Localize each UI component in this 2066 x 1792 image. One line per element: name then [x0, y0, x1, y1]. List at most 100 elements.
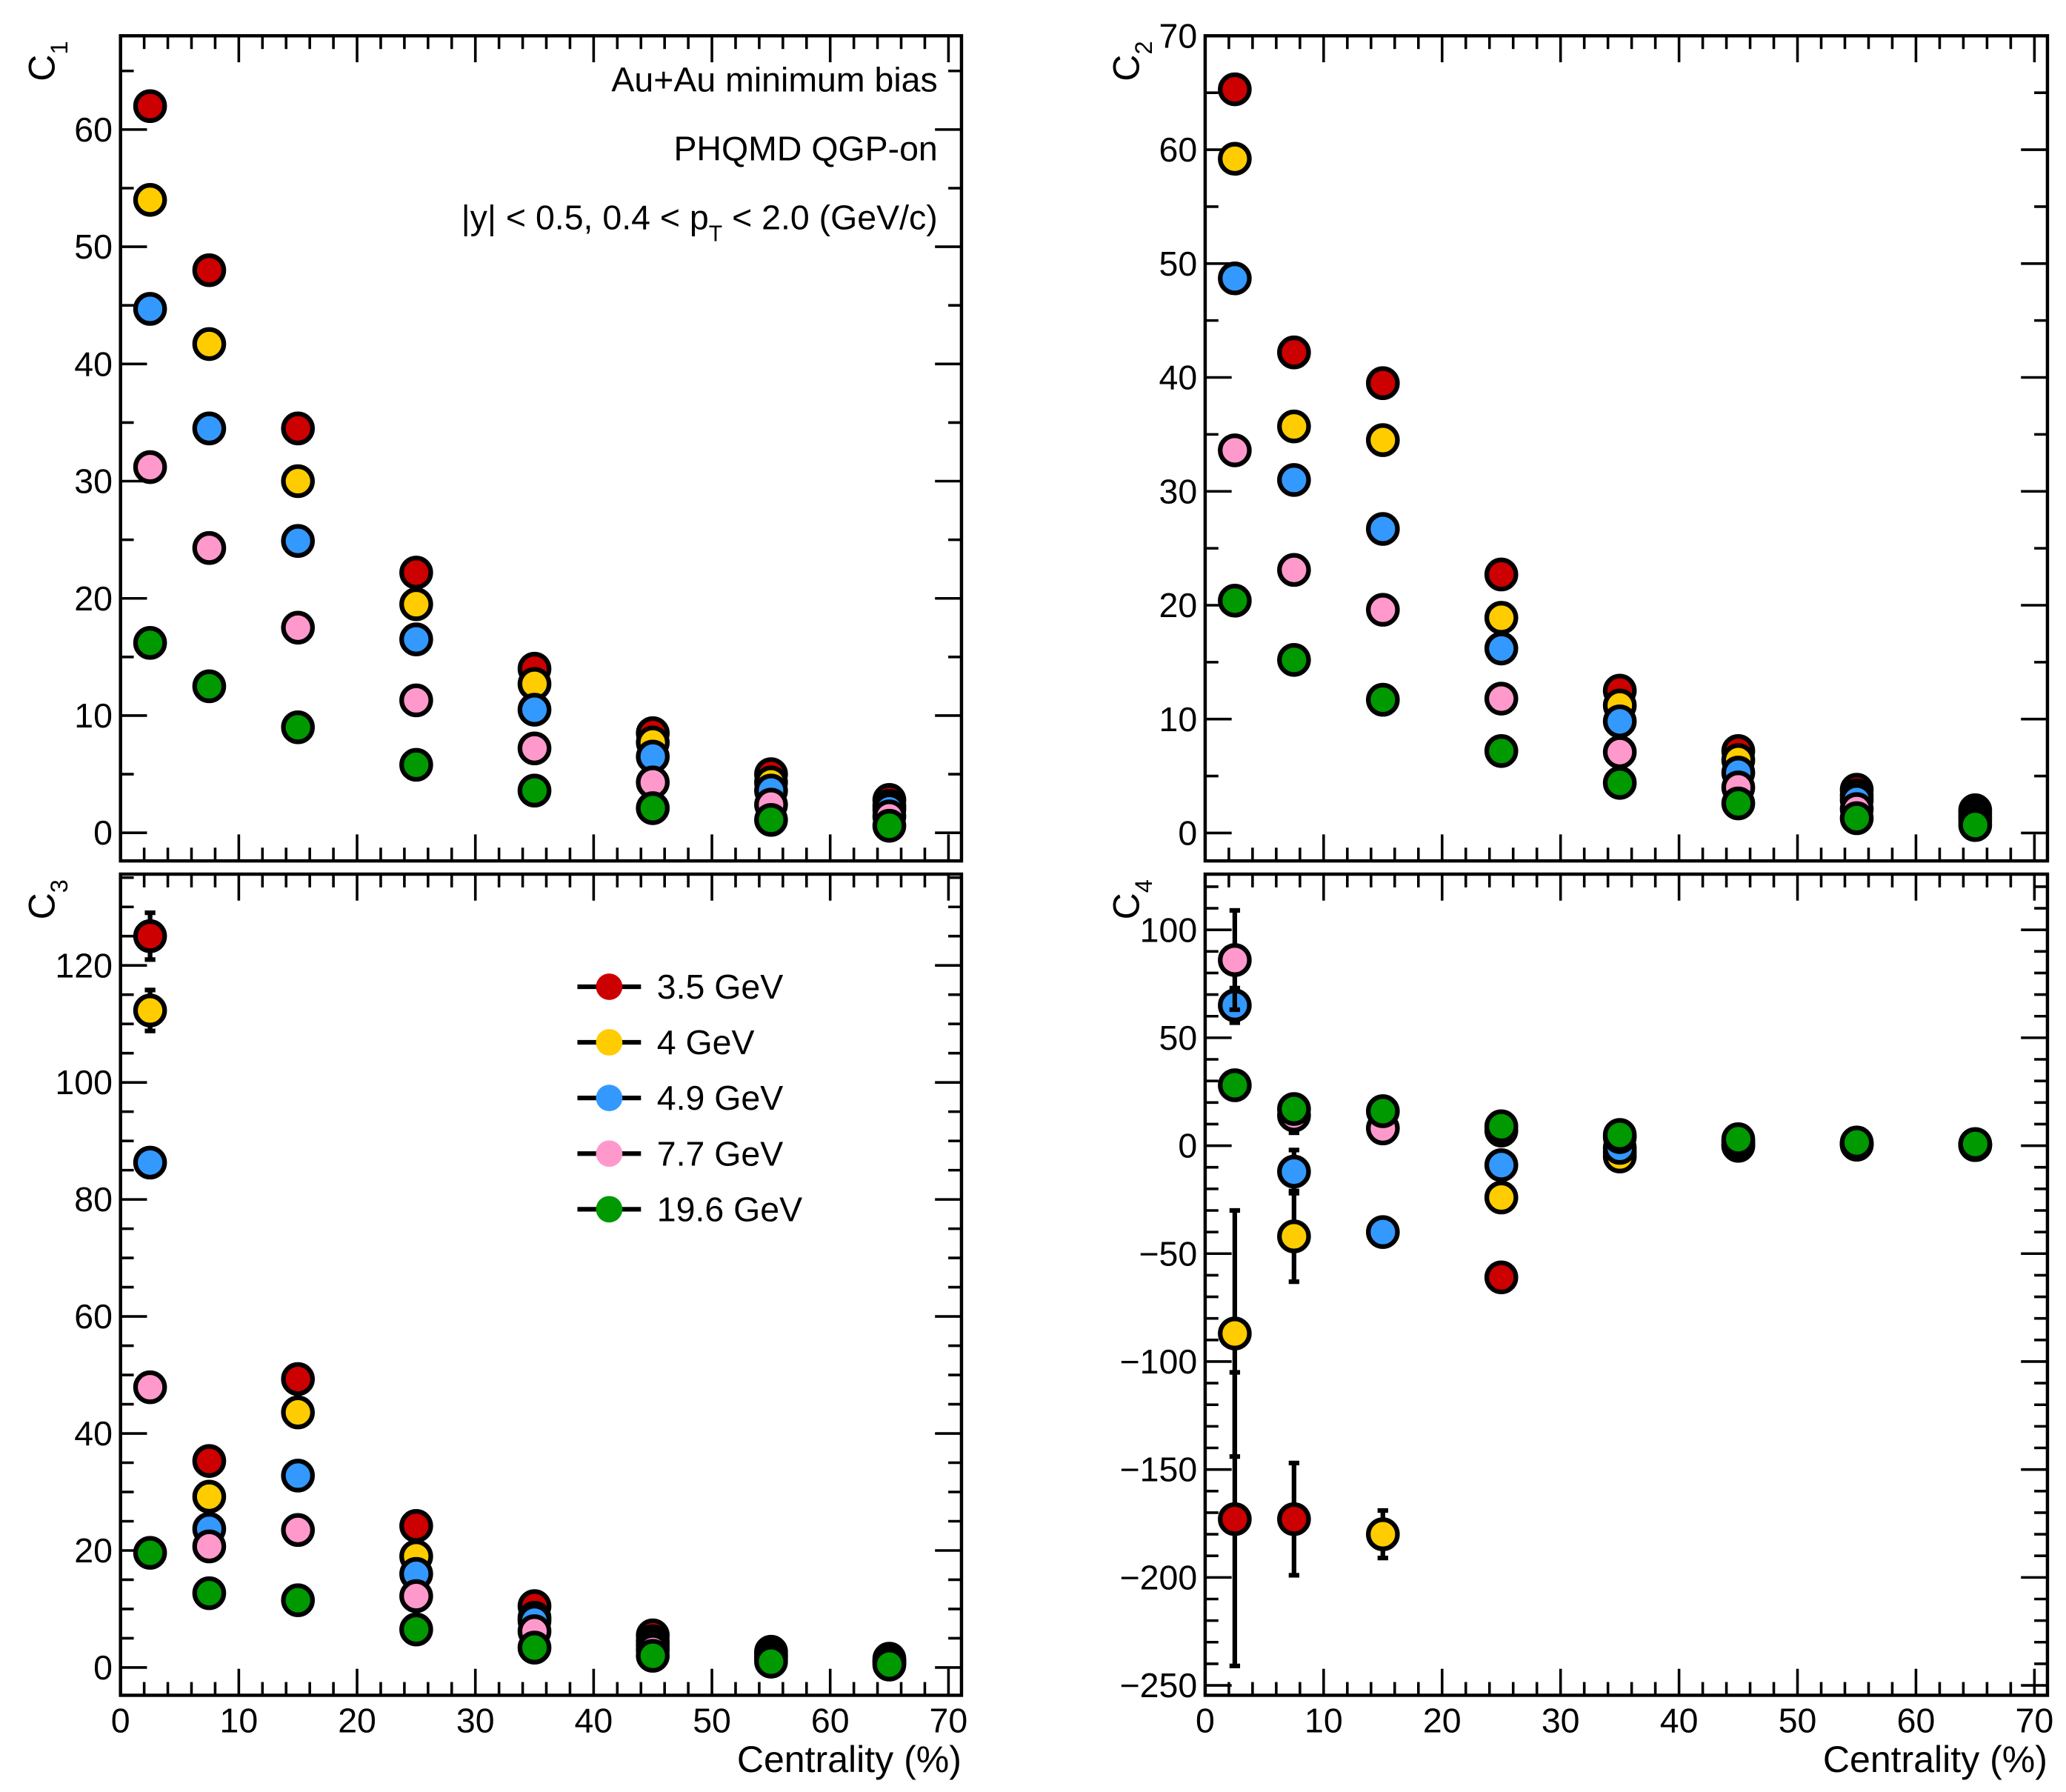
data-point: [1366, 682, 1400, 717]
data-point: [1277, 335, 1311, 370]
data-point: [1277, 553, 1311, 587]
legend-marker: [596, 973, 623, 1000]
data-point: [1218, 141, 1252, 176]
data-point: [1277, 463, 1311, 497]
panel-c3: 0 20 40 60 80 100 120 0 10 20 30 40 50 60 70Centrality…: [21, 872, 968, 1780]
data-point: [399, 1612, 433, 1647]
data-point: [1277, 1154, 1311, 1189]
y-tick-label: 40: [74, 1414, 113, 1453]
data-point: [1484, 557, 1519, 592]
data-point: [636, 1639, 670, 1673]
x-tick-label: 30: [456, 1702, 495, 1740]
legend-marker: [596, 1140, 623, 1168]
data-point: [281, 1513, 315, 1548]
legend-marker: [596, 1029, 623, 1056]
y-tick-label: 0: [1178, 814, 1197, 853]
y-tick-label: −200: [1120, 1558, 1198, 1596]
data-point: [1277, 409, 1311, 444]
x-tick-label: 40: [1660, 1702, 1699, 1740]
data-point: [1218, 72, 1252, 107]
series-7.7-gev: [133, 450, 907, 833]
data-point: [281, 1583, 315, 1617]
data-point: [399, 587, 433, 622]
data-point: [133, 183, 167, 217]
data-point: [281, 524, 315, 558]
data-point: [192, 1529, 227, 1564]
y-tick-label: 80: [74, 1180, 113, 1219]
legend-entry: 4 GeV: [577, 1023, 755, 1062]
y-tick-label: 50: [1159, 1019, 1198, 1057]
data-point: [1366, 1517, 1400, 1551]
legend: 3.5 GeV 4 GeV 4.9 GeV 7.7 GeV 19.6 GeV: [577, 967, 802, 1228]
y-tick-label: −250: [1120, 1666, 1198, 1705]
data-point: [281, 411, 315, 446]
data-point: [1602, 1118, 1637, 1152]
data-point: [1366, 593, 1400, 627]
data-point: [133, 450, 167, 484]
data-point: [517, 773, 552, 807]
y-tick-label: 60: [74, 1297, 113, 1336]
legend-label: 19.6 GeV: [657, 1190, 802, 1228]
y-tick-label: 60: [74, 110, 113, 149]
data-point: [1218, 433, 1252, 467]
data-point: [1366, 423, 1400, 457]
y-axis-label: C3: [21, 879, 73, 919]
data-point: [1218, 1316, 1252, 1350]
data-point: [517, 1631, 552, 1665]
x-tick-label: 40: [575, 1702, 613, 1740]
y-axis-label: C1: [21, 41, 73, 81]
data-point: [1366, 1094, 1400, 1128]
data-point: [399, 1579, 433, 1613]
y-tick-label: 0: [93, 1648, 113, 1687]
data-point: [1218, 943, 1252, 977]
y-tick-label: 20: [74, 1531, 113, 1570]
y-tick-label: 0: [93, 813, 113, 852]
data-point: [517, 693, 552, 727]
data-point: [754, 802, 788, 837]
data-point: [1218, 584, 1252, 618]
data-point: [1602, 766, 1637, 800]
plot-frame: [1203, 872, 2050, 1697]
y-tick-label: 60: [1159, 130, 1198, 169]
x-tick-label: 50: [693, 1702, 731, 1740]
y-tick-label: 0: [1178, 1127, 1197, 1165]
x-tick-label: 0: [1196, 1702, 1215, 1740]
legend-marker: [596, 1085, 623, 1112]
series-19.6-gev: [133, 626, 907, 843]
plot-frame: [1203, 34, 2050, 863]
y-tick-label: −50: [1139, 1234, 1197, 1273]
x-tick-label: 70: [2016, 1702, 2054, 1740]
legend-entry: 19.6 GeV: [577, 1190, 802, 1228]
data-point: [281, 1362, 315, 1396]
data-point: [281, 710, 315, 745]
legend-label: 3.5 GeV: [657, 967, 784, 1006]
data-point: [1277, 642, 1311, 677]
data-point: [133, 993, 167, 1027]
y-tick-label: 50: [1159, 244, 1198, 283]
data-point: [1366, 512, 1400, 546]
annotation-text: |y| < 0.5, 0.4 < pT < 2.0 (GeV/c): [461, 198, 938, 246]
data-point: [1602, 735, 1637, 770]
data-point: [1958, 807, 1993, 842]
data-point: [1218, 1068, 1252, 1102]
legend-label: 4.9 GeV: [657, 1079, 784, 1117]
data-point: [281, 464, 315, 499]
data-point: [399, 622, 433, 656]
annotation-text: PHQMD QGP-on: [673, 129, 937, 167]
y-tick-label: 20: [1159, 586, 1198, 624]
y-tick-label: −150: [1120, 1450, 1198, 1489]
data-point: [1602, 705, 1637, 739]
x-tick-label: 60: [1897, 1702, 1936, 1740]
x-tick-label: 30: [1542, 1702, 1580, 1740]
data-point: [281, 610, 315, 645]
x-tick-label: 50: [1779, 1702, 1817, 1740]
data-point: [133, 919, 167, 953]
y-tick-label: 40: [1159, 359, 1198, 397]
data-point: [399, 556, 433, 590]
data-point: [1277, 1502, 1311, 1536]
x-tick-label: 70: [930, 1702, 968, 1740]
y-tick-label: 70: [1159, 16, 1198, 55]
